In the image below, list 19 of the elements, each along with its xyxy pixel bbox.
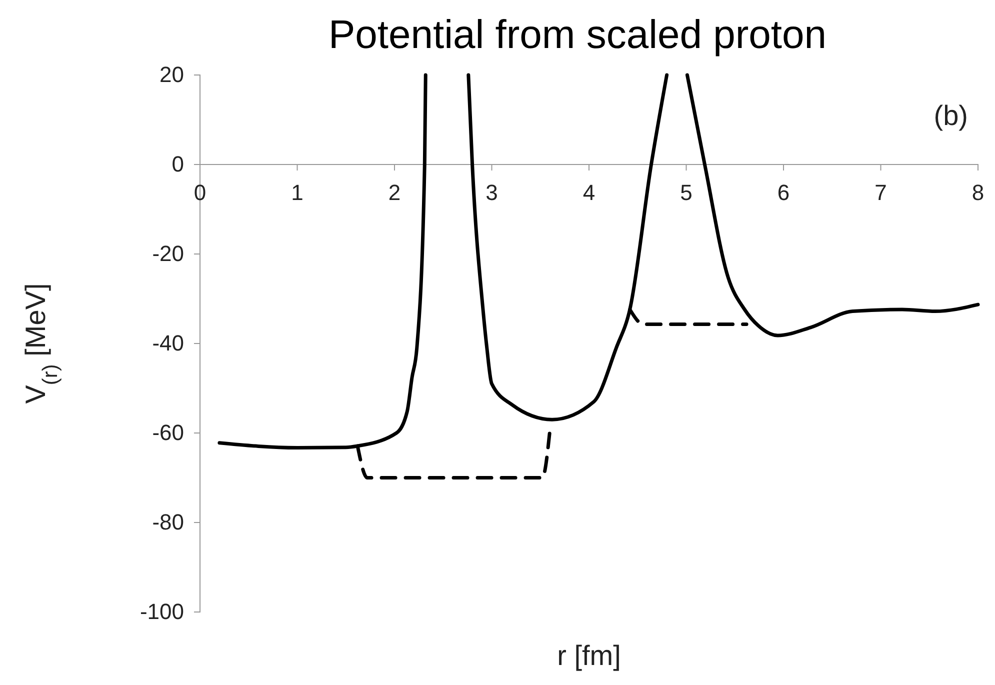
x-axis-title: r [fm] [557, 640, 621, 671]
chart-title: Potential from scaled proton [328, 13, 827, 57]
y-tick-label: -40 [152, 330, 184, 356]
y-tick-label: 0 [172, 152, 184, 177]
x-tick-label: 7 [874, 180, 887, 206]
x-tick-label: 4 [582, 180, 596, 206]
x-tick-label: 6 [777, 180, 790, 206]
x-tick-label: 3 [486, 180, 498, 206]
y-tick-label: 20 [160, 62, 184, 88]
y-tick-label: -60 [152, 420, 184, 446]
x-tick-label: 8 [972, 180, 984, 206]
x-tick-label: 0 [194, 180, 206, 206]
y-tick-label: -20 [152, 241, 184, 266]
y-tick-label: -80 [152, 510, 184, 535]
x-tick-label: 5 [680, 180, 692, 206]
annotation: (b) [934, 100, 968, 131]
x-tick-label: 2 [388, 180, 401, 206]
x-tick-label: 1 [291, 180, 304, 206]
y-tick-label: -100 [140, 599, 184, 624]
